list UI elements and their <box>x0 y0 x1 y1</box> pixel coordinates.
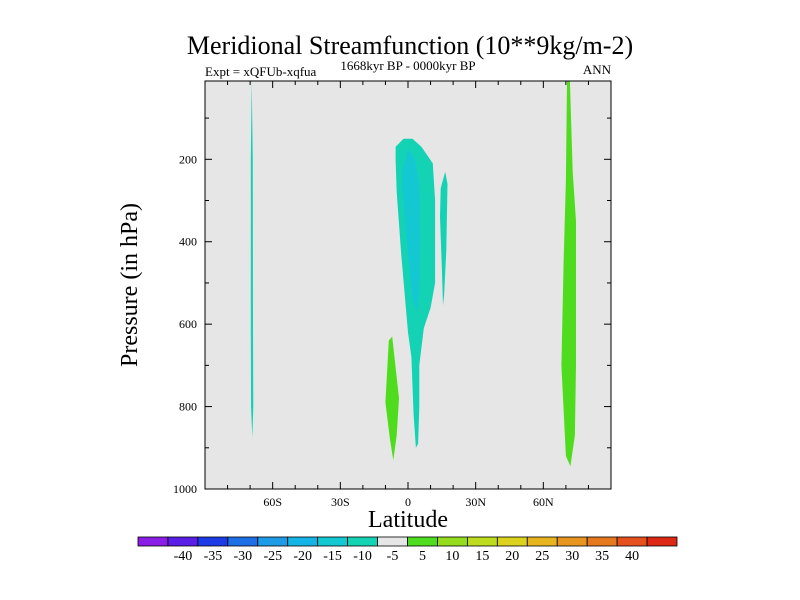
y-tick-label: 800 <box>179 400 197 414</box>
y-tick-label: 200 <box>179 152 197 166</box>
colorbar-label: 35 <box>595 549 609 564</box>
x-tick-label: 0 <box>405 495 411 509</box>
colorbar-swatch <box>197 536 229 547</box>
colorbar-label: 20 <box>505 549 519 564</box>
colorbar-label: -25 <box>263 549 282 564</box>
colorbar-swatch <box>137 536 169 547</box>
colorbar-swatch <box>466 536 498 547</box>
colorbar-swatch <box>347 536 378 547</box>
contour-region-nh-subtropical-negative-strip <box>440 171 448 306</box>
chart-title: Meridional Streamfunction (10**9kg/m-2) <box>187 31 633 60</box>
colorbar-swatch <box>556 536 588 547</box>
colorbar-label: -30 <box>233 549 252 564</box>
axes: 60S 30S 0 30N 60N 200 400 600 800 1000 <box>173 81 611 509</box>
x-tick-label: 30S <box>331 495 350 509</box>
colorbar: -40 -35 -30 -25 -20 -15 -10 -5 5 10 15 20 25 30 35 40 <box>137 536 678 564</box>
colorbar-label: 30 <box>565 549 579 564</box>
contour-regions <box>250 81 576 467</box>
period-label: 1668kyr BP - 0000kyr BP <box>340 58 475 73</box>
colorbar-label: -20 <box>293 549 312 564</box>
x-tick-label: 60S <box>263 495 282 509</box>
contour-region-sh-high-lat-negative-strip <box>250 81 254 438</box>
colorbar-label: -15 <box>323 549 342 564</box>
colorbar-label: -35 <box>204 549 223 564</box>
y-axis-label: Pressure (in hPa) <box>117 203 143 367</box>
colorbar-label: 10 <box>445 549 459 564</box>
colorbar-swatch <box>616 536 648 547</box>
colorbar-swatch <box>526 536 558 547</box>
season-label: ANN <box>583 62 612 77</box>
colorbar-swatch <box>407 536 438 547</box>
colorbar-swatch <box>646 536 678 547</box>
contour-region-equatorial-negative-cell-core <box>402 149 421 312</box>
colorbar-label: 25 <box>535 549 549 564</box>
colorbar-swatch <box>317 536 349 547</box>
colorbar-swatch <box>227 536 259 547</box>
contour-region-nh-high-lat-positive-strip <box>561 81 576 467</box>
colorbar-label: 40 <box>625 549 639 564</box>
experiment-label: Expt = xQFUb-xqfua <box>205 64 317 79</box>
colorbar-label: -40 <box>174 549 193 564</box>
colorbar-swatch <box>586 536 618 547</box>
y-tick-label: 1000 <box>173 482 197 496</box>
colorbar-label: 5 <box>419 549 426 564</box>
contour-region-sh-low-level-positive-cell <box>385 336 399 461</box>
colorbar-swatch <box>167 536 199 547</box>
x-tick-label: 60N <box>533 495 554 509</box>
y-tick-label: 600 <box>179 317 197 331</box>
colorbar-swatch <box>437 536 468 547</box>
colorbar-swatch <box>257 536 289 547</box>
colorbar-label: -5 <box>387 549 399 564</box>
colorbar-swatch <box>377 536 408 547</box>
colorbar-swatch <box>287 536 319 547</box>
y-tick-label: 400 <box>179 235 197 249</box>
x-tick-label: 30N <box>465 495 486 509</box>
colorbar-swatch <box>496 536 528 547</box>
colorbar-label: -10 <box>353 549 372 564</box>
colorbar-label: 15 <box>475 549 489 564</box>
x-axis-label: Latitude <box>368 507 448 533</box>
